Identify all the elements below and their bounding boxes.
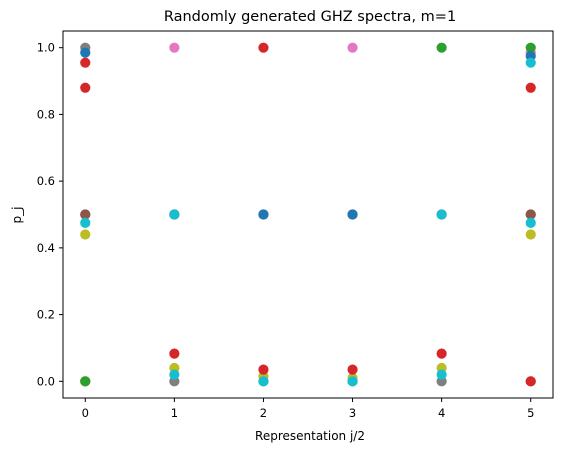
data-point bbox=[169, 369, 180, 380]
data-point bbox=[347, 209, 358, 220]
chart-title: Randomly generated GHZ spectra, m=1 bbox=[164, 9, 456, 25]
y-tick-label: 0.2 bbox=[37, 308, 55, 322]
data-point bbox=[436, 209, 447, 220]
x-tick-label: 0 bbox=[82, 406, 89, 420]
x-axis-label: Representation j/2 bbox=[255, 429, 365, 443]
data-point bbox=[258, 364, 269, 375]
data-point bbox=[436, 348, 447, 359]
data-point bbox=[169, 42, 180, 53]
data-point bbox=[169, 209, 180, 220]
data-point bbox=[80, 82, 91, 93]
y-tick-label: 0.4 bbox=[37, 241, 55, 255]
data-point bbox=[525, 82, 536, 93]
data-point bbox=[80, 229, 91, 240]
data-point bbox=[80, 217, 91, 228]
x-tick-label: 1 bbox=[171, 406, 178, 420]
y-tick-label: 0.8 bbox=[37, 107, 55, 121]
x-axis-ticks: 0 1 2 3 4 5 bbox=[82, 398, 534, 420]
data-point bbox=[258, 376, 269, 387]
plot-area-frame bbox=[62, 30, 554, 399]
data-point bbox=[258, 209, 269, 220]
data-points bbox=[80, 42, 536, 387]
x-tick-label: 2 bbox=[260, 406, 267, 420]
y-tick-label: 0.0 bbox=[37, 374, 55, 388]
y-tick-label: 1.0 bbox=[37, 41, 55, 55]
data-point bbox=[80, 47, 91, 58]
data-point bbox=[80, 376, 91, 387]
data-point bbox=[80, 57, 91, 68]
data-point bbox=[525, 57, 536, 68]
data-point bbox=[436, 369, 447, 380]
x-tick-label: 5 bbox=[527, 406, 534, 420]
data-point bbox=[525, 229, 536, 240]
y-axis-ticks: 0.0 0.2 0.4 0.6 0.8 1.0 bbox=[37, 41, 63, 388]
data-point bbox=[169, 348, 180, 359]
x-tick-label: 4 bbox=[438, 406, 445, 420]
y-axis-label: p_j bbox=[10, 207, 24, 224]
y-tick-label: 0.6 bbox=[37, 174, 55, 188]
data-point bbox=[436, 42, 447, 53]
data-point bbox=[525, 376, 536, 387]
data-point bbox=[525, 217, 536, 228]
data-point bbox=[347, 376, 358, 387]
data-point bbox=[347, 42, 358, 53]
data-point bbox=[258, 42, 269, 53]
data-point bbox=[347, 364, 358, 375]
x-tick-label: 3 bbox=[349, 406, 356, 420]
